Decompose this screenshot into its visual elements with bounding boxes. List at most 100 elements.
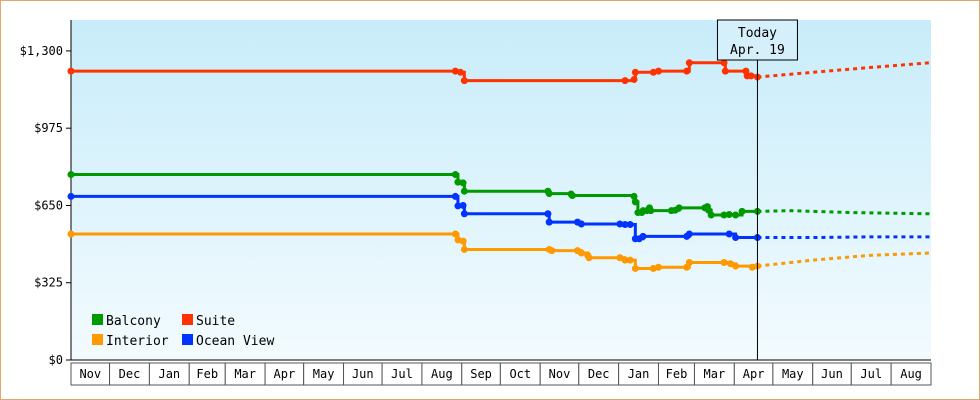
- today-label: Today: [738, 26, 777, 41]
- series-ocean-view: [67, 192, 930, 243]
- forecast-line: [757, 235, 930, 240]
- data-point[interactable]: [67, 230, 75, 238]
- y-tick-label: $0: [49, 353, 63, 367]
- data-point[interactable]: [647, 207, 655, 215]
- data-point[interactable]: [460, 187, 468, 195]
- data-point[interactable]: [732, 234, 740, 242]
- data-point[interactable]: [67, 192, 75, 200]
- series-interior: [67, 230, 930, 272]
- x-tick-label: Mar: [704, 367, 726, 381]
- data-point[interactable]: [621, 77, 629, 85]
- data-point[interactable]: [621, 220, 629, 228]
- data-point[interactable]: [732, 262, 740, 270]
- x-tick-label: Aug: [900, 367, 922, 381]
- y-tick-label: $975: [34, 121, 63, 135]
- legend-label: Ocean View: [196, 334, 274, 349]
- data-point[interactable]: [621, 256, 629, 264]
- y-tick-label: $650: [34, 198, 63, 212]
- series-suite: [67, 59, 930, 85]
- data-point[interactable]: [451, 192, 459, 200]
- data-point[interactable]: [577, 249, 585, 257]
- legend-swatch: [92, 334, 103, 345]
- x-tick-label: May: [782, 367, 804, 381]
- forecast-line: [757, 209, 930, 216]
- data-point[interactable]: [685, 230, 693, 238]
- data-point[interactable]: [630, 192, 638, 200]
- data-point[interactable]: [451, 230, 459, 238]
- x-tick-label: Oct: [509, 367, 531, 381]
- data-point[interactable]: [630, 75, 638, 83]
- series-balcony: [67, 171, 930, 219]
- data-point[interactable]: [459, 201, 467, 209]
- legend-label: Interior: [106, 334, 169, 349]
- data-point[interactable]: [544, 210, 552, 218]
- data-point[interactable]: [545, 190, 553, 198]
- data-point[interactable]: [631, 198, 639, 206]
- data-point[interactable]: [568, 191, 576, 199]
- data-point[interactable]: [577, 220, 585, 228]
- data-point[interactable]: [631, 68, 639, 76]
- data-point[interactable]: [460, 245, 468, 253]
- data-point[interactable]: [459, 237, 467, 245]
- today-box: [716, 19, 798, 61]
- y-tick-label: $325: [34, 276, 63, 290]
- x-tick-label: Dec: [588, 367, 610, 381]
- data-point[interactable]: [460, 210, 468, 218]
- data-point[interactable]: [639, 232, 647, 240]
- data-point[interactable]: [631, 264, 639, 272]
- x-tick-label: Aug: [431, 367, 453, 381]
- data-point[interactable]: [548, 247, 556, 255]
- data-point[interactable]: [545, 218, 553, 226]
- data-point[interactable]: [454, 202, 462, 210]
- data-point[interactable]: [675, 204, 683, 212]
- x-tick-label: Mar: [234, 367, 256, 381]
- data-point[interactable]: [654, 67, 662, 75]
- x-tick-label: Jun: [821, 367, 843, 381]
- x-tick-label: Nov: [549, 367, 571, 381]
- data-point[interactable]: [721, 67, 729, 75]
- x-axis: Nov Dec Jan Feb Mar Apr May Jun Jul Aug Sep Oct Nov D…: [70, 359, 932, 386]
- data-point[interactable]: [685, 59, 693, 67]
- x-tick-label: Dec: [119, 367, 141, 381]
- x-tick-label: Nov: [79, 367, 101, 381]
- data-point[interactable]: [585, 254, 593, 262]
- series-lines: [67, 59, 930, 272]
- data-point[interactable]: [683, 67, 691, 75]
- data-point[interactable]: [747, 72, 755, 80]
- data-point[interactable]: [457, 68, 465, 76]
- data-point[interactable]: [720, 259, 728, 267]
- x-tick-label: Jan: [628, 367, 650, 381]
- data-point[interactable]: [654, 263, 662, 271]
- data-point[interactable]: [720, 211, 728, 219]
- x-tick-label: Feb: [666, 367, 688, 381]
- data-point[interactable]: [725, 210, 733, 218]
- x-tick-label: Jul: [860, 367, 882, 381]
- data-point[interactable]: [451, 171, 459, 179]
- data-point[interactable]: [738, 207, 746, 215]
- data-point[interactable]: [67, 171, 75, 179]
- y-tick-label: $1,300: [20, 44, 63, 58]
- x-tick-label: Sep: [470, 367, 492, 381]
- data-point[interactable]: [459, 179, 467, 187]
- x-tick-label: Jun: [352, 367, 374, 381]
- legend: Balcony Suite Interior Ocean View: [92, 314, 274, 349]
- data-point[interactable]: [732, 211, 740, 219]
- data-point[interactable]: [616, 220, 624, 228]
- data-point[interactable]: [626, 256, 634, 264]
- data-point[interactable]: [454, 178, 462, 186]
- data-point[interactable]: [720, 59, 728, 67]
- legend-swatch: [92, 314, 103, 325]
- legend-swatch: [182, 314, 193, 325]
- x-tick-label: Apr: [743, 367, 765, 381]
- x-tick-label: Jan: [158, 367, 180, 381]
- data-point[interactable]: [460, 77, 468, 85]
- forecast-line: [757, 251, 930, 268]
- y-axis: $0 $325 $650 $975 $1,300: [20, 20, 72, 367]
- data-point[interactable]: [67, 67, 75, 75]
- x-tick-label: May: [313, 367, 335, 381]
- data-point[interactable]: [707, 211, 715, 219]
- data-point[interactable]: [626, 220, 634, 228]
- data-point[interactable]: [725, 230, 733, 238]
- data-point[interactable]: [685, 259, 693, 267]
